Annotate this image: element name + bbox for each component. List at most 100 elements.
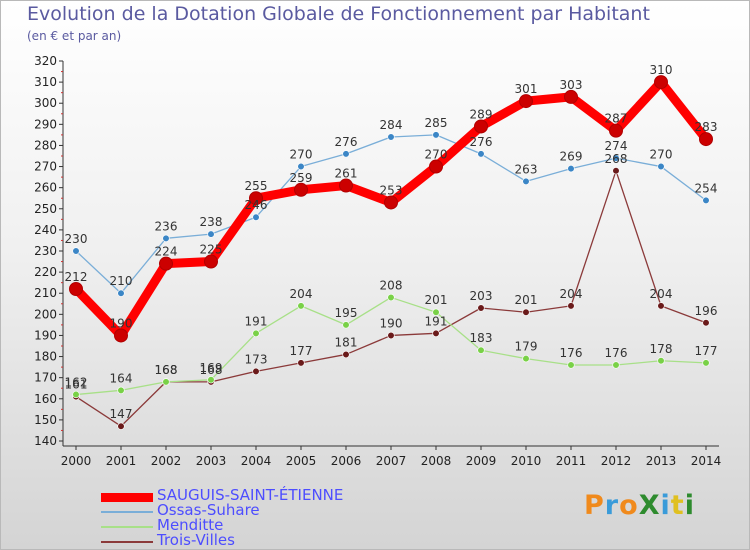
data-label: 287 [605,112,628,126]
data-label: 147 [110,407,133,421]
data-label: 177 [290,344,313,358]
data-label: 190 [380,316,403,330]
data-label: 212 [65,270,88,284]
data-label: 274 [605,139,628,153]
data-label: 201 [515,293,538,307]
data-label: 204 [290,287,313,301]
data-point [657,357,665,365]
x-tick-label: 2001 [106,454,137,468]
data-label: 269 [560,150,583,164]
y-tick-label: 260 [34,181,57,195]
x-tick-label: 2014 [691,454,722,468]
data-label: 162 [65,376,88,390]
y-tick-label: 280 [34,138,57,152]
chart-subtitle: (en € et par an) [27,29,122,43]
data-point [387,133,395,141]
data-label: 270 [290,148,313,162]
data-point [387,331,395,340]
data-label: 164 [110,371,133,385]
data-label: 289 [470,107,493,121]
data-label: 268 [605,152,628,166]
data-point [342,321,350,329]
data-label: 169 [200,361,223,375]
x-tick-label: 2011 [556,454,587,468]
data-point [117,386,125,394]
data-point [612,361,620,369]
data-label: 178 [650,342,673,356]
data-point [297,302,305,310]
data-point [117,289,125,297]
y-tick-label: 180 [34,350,57,364]
data-label: 238 [200,215,223,229]
proxiti-logo: ProXiti [584,490,695,521]
data-label: 255 [245,179,268,193]
x-tick-label: 2005 [286,454,317,468]
data-label: 168 [155,363,178,377]
x-tick-label: 2003 [196,454,227,468]
data-label: 179 [515,340,538,354]
data-point [657,162,665,171]
legend-label: Ossas-Suhare [157,501,260,519]
data-point [207,376,215,384]
data-label: 254 [695,181,718,195]
data-point [342,150,350,158]
data-label: 253 [380,183,403,197]
y-tick-label: 250 [34,202,57,216]
data-label: 173 [245,352,268,366]
legend-label: SAUGUIS-SAINT-ÉTIENNE [157,486,344,504]
data-point [567,165,575,173]
data-point [204,254,218,269]
data-label: 224 [155,245,178,259]
data-point [249,191,263,206]
data-point [384,195,398,210]
data-label: 204 [560,287,583,301]
data-point [162,234,170,242]
y-tick-label: 290 [34,117,57,131]
data-label: 270 [650,148,673,162]
x-tick-label: 2009 [466,454,497,468]
y-tick-label: 220 [34,265,57,279]
data-point [432,308,440,316]
legend-label: Trois-Villes [157,531,235,549]
data-point [567,361,575,369]
data-point [477,304,485,312]
data-point [612,154,620,162]
data-point [612,167,620,175]
data-point [159,256,173,271]
y-tick-label: 200 [34,307,57,321]
data-label: 201 [425,293,448,307]
data-point [339,178,353,193]
data-label: 285 [425,116,448,130]
data-label: 310 [650,63,673,77]
data-point [654,75,668,90]
legend-swatch [101,492,153,502]
data-point [252,329,260,337]
y-tick-label: 300 [34,96,57,110]
legend-swatch [101,511,153,513]
data-point [564,89,578,104]
data-point [702,196,710,204]
data-point [252,213,260,221]
data-label: 204 [650,287,673,301]
data-label: 191 [425,314,448,328]
data-label: 196 [695,304,718,318]
y-tick-label: 240 [34,223,57,237]
y-tick-label: 230 [34,244,57,258]
data-label: 276 [470,135,493,149]
data-label: 263 [515,162,538,176]
y-tick-label: 320 [34,54,57,68]
data-point [72,247,80,255]
data-label: 230 [65,232,88,246]
data-point [72,390,80,399]
data-point [519,94,533,109]
data-point [297,359,305,367]
data-label: 303 [560,78,583,92]
data-point [699,132,713,147]
data-label: 190 [110,316,133,330]
data-point [702,359,710,367]
x-tick-label: 2012 [601,454,632,468]
data-point [117,422,125,430]
data-label: 183 [470,331,493,345]
